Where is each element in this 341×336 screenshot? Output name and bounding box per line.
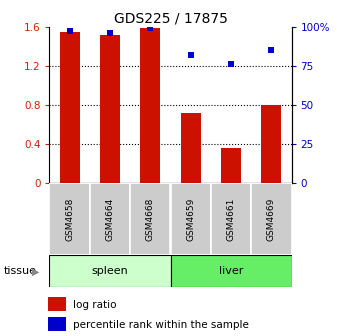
Text: GSM4659: GSM4659	[186, 198, 195, 241]
Point	[67, 28, 72, 34]
Bar	[170, 183, 211, 255]
Bar	[49, 255, 170, 287]
Bar	[100, 35, 120, 183]
Bar	[130, 183, 170, 255]
Bar	[90, 183, 130, 255]
Text: GSM4658: GSM4658	[65, 198, 74, 241]
Text: GSM4669: GSM4669	[267, 198, 276, 241]
Point	[188, 52, 193, 58]
Text: GSM4664: GSM4664	[105, 198, 115, 241]
Bar	[49, 183, 90, 255]
Text: GDS225 / 17875: GDS225 / 17875	[114, 12, 227, 26]
Bar	[170, 255, 292, 287]
Bar	[211, 183, 251, 255]
Text: spleen: spleen	[92, 266, 128, 276]
Bar	[48, 297, 65, 311]
Bar	[221, 148, 241, 183]
Text: GSM4668: GSM4668	[146, 198, 155, 241]
Text: log ratio: log ratio	[73, 300, 117, 310]
Bar	[140, 28, 160, 183]
Text: ▶: ▶	[32, 266, 40, 276]
Text: percentile rank within the sample: percentile rank within the sample	[73, 320, 249, 330]
Bar	[261, 106, 281, 183]
Text: GSM4661: GSM4661	[226, 198, 236, 241]
Bar	[181, 113, 201, 183]
Point	[228, 62, 234, 67]
Text: tissue: tissue	[3, 266, 36, 276]
Bar	[48, 317, 65, 331]
Bar	[60, 32, 80, 183]
Point	[107, 31, 113, 36]
Text: liver: liver	[219, 266, 243, 276]
Point	[269, 48, 274, 53]
Bar	[251, 183, 292, 255]
Point	[148, 26, 153, 31]
